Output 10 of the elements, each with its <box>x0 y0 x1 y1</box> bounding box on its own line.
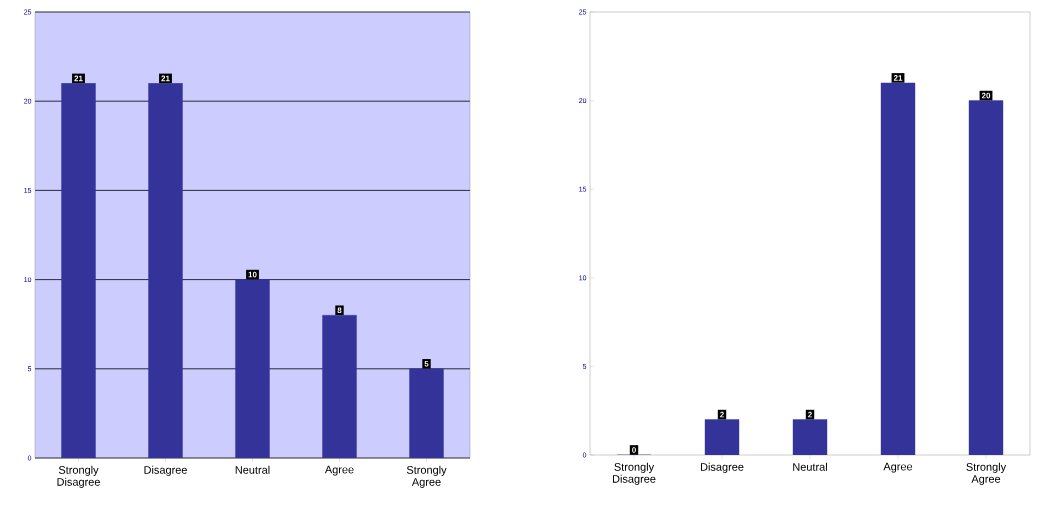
x-tick-label: Disagree <box>700 462 744 473</box>
x-tick-label: Neutral <box>793 462 827 471</box>
x-tick-label: Strongly Disagree <box>612 462 656 485</box>
x-tick-label: Strongly Disagree <box>57 465 100 488</box>
x-tick-label: Strongly Agree <box>966 462 1007 485</box>
x-tick-label: Disagree <box>144 465 187 476</box>
x-tick-label: Strongly Agree <box>406 465 447 488</box>
x-tick-label: Agree <box>324 465 354 476</box>
x-tick-label: Agree <box>883 462 913 473</box>
x-tick-label: Neutral <box>235 465 270 474</box>
